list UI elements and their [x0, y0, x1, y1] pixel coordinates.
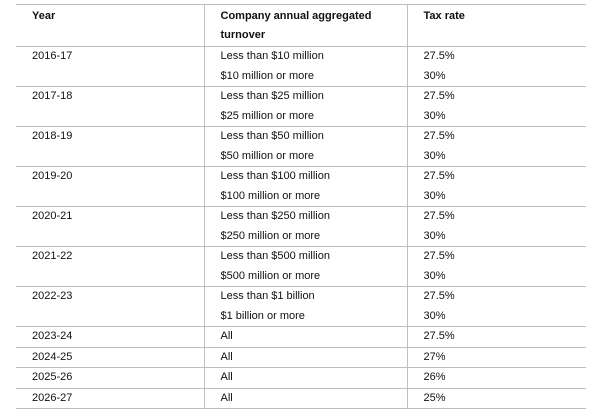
- cell-tax-rate: 27.5% 30%: [406, 126, 586, 167]
- cell-year: 2020-21: [16, 206, 204, 247]
- turnover-text: Less than $500 million: [220, 250, 330, 262]
- rate-text: 27.5%: [423, 90, 455, 102]
- cell-turnover: Less than $10 million $10 million or more: [203, 46, 407, 87]
- rate-text: 26%: [423, 371, 446, 383]
- cell-year: 2021-22: [16, 246, 204, 287]
- cell-tax-rate: 27.5%: [406, 326, 586, 348]
- table-row: 2025-26 All 26%: [16, 367, 586, 389]
- turnover-text: $100 million or more: [220, 189, 321, 202]
- cell-turnover: All: [203, 326, 407, 348]
- rate-text: 27.5%: [423, 130, 455, 142]
- rate-text: 27.5%: [423, 210, 455, 222]
- year-text: 2020-21: [32, 210, 73, 222]
- table-header: Year Company annual aggregated turnover …: [16, 4, 586, 47]
- cell-year: 2022-23: [16, 286, 204, 327]
- table-row: 2016-17 Less than $10 million $10 million…: [16, 46, 586, 87]
- turnover-text: $10 million or more: [220, 69, 315, 82]
- year-text: 2025-26: [32, 371, 73, 383]
- turnover-text: All: [220, 391, 233, 404]
- tax-rate-table: Year Company annual aggregated turnover …: [16, 4, 586, 409]
- cell-year: 2023-24: [16, 326, 204, 348]
- turnover-text: Less than $50 million: [220, 130, 324, 142]
- turnover-text: All: [220, 330, 233, 342]
- header-tax-rate: Tax rate: [406, 4, 586, 47]
- rate-text: 25%: [423, 391, 446, 404]
- rate-text: 27.5%: [423, 170, 455, 182]
- year-text: 2019-20: [32, 170, 73, 182]
- year-text: 2023-24: [32, 330, 73, 342]
- cell-tax-rate: 27.5% 30%: [406, 286, 586, 327]
- year-text: 2021-22: [32, 250, 73, 262]
- turnover-text: Less than $250 million: [220, 210, 330, 222]
- rate-text: 27.5%: [423, 330, 455, 342]
- rate-text: 30%: [423, 309, 446, 322]
- cell-tax-rate: 27.5% 30%: [406, 86, 586, 127]
- table-row: 2024-25 All 27%: [16, 346, 586, 368]
- turnover-text: Less than $10 million: [220, 50, 324, 62]
- year-text: 2022-23: [32, 290, 73, 302]
- cell-tax-rate: 25%: [406, 387, 586, 409]
- rate-text: 27.5%: [423, 250, 455, 262]
- header-row: Year Company annual aggregated turnover …: [16, 4, 586, 47]
- cell-tax-rate: 27.5% 30%: [406, 46, 586, 87]
- year-text: 2024-25: [32, 350, 73, 363]
- table-row: 2022-23 Less than $1 billion $1 billion o…: [16, 286, 586, 327]
- table-body: 2016-17 Less than $10 million $10 million…: [16, 46, 586, 409]
- rate-text: 30%: [423, 109, 446, 122]
- cell-year: 2017-18: [16, 86, 204, 127]
- header-year: Year: [16, 4, 204, 47]
- year-text: 2016-17: [32, 50, 73, 62]
- cell-tax-rate: 26%: [406, 367, 586, 389]
- cell-turnover: All: [203, 387, 407, 409]
- turnover-text: $250 million or more: [220, 229, 321, 242]
- rate-text: 27.5%: [423, 50, 455, 62]
- cell-turnover: All: [203, 346, 407, 368]
- year-text: 2026-27: [32, 391, 73, 404]
- year-text: 2017-18: [32, 90, 73, 102]
- cell-turnover: Less than $25 million $25 million or more: [203, 86, 407, 127]
- table-row: 2020-21 Less than $250 million $250 milli…: [16, 206, 586, 247]
- cell-tax-rate: 27%: [406, 346, 586, 368]
- cell-tax-rate: 27.5% 30%: [406, 246, 586, 287]
- tax-rate-table-container: Year Company annual aggregated turnover …: [16, 4, 586, 409]
- turnover-text: $500 million or more: [220, 269, 321, 282]
- turnover-text: All: [220, 350, 233, 363]
- rate-text: 30%: [423, 269, 446, 282]
- turnover-text: All: [220, 371, 233, 383]
- cell-year: 2026-27: [16, 387, 204, 409]
- cell-turnover: Less than $500 million $500 million or mo…: [203, 246, 407, 287]
- cell-year: 2018-19: [16, 126, 204, 167]
- turnover-text: $25 million or more: [220, 109, 315, 122]
- rate-text: 30%: [423, 189, 446, 202]
- cell-tax-rate: 27.5% 30%: [406, 166, 586, 207]
- cell-turnover: Less than $50 million $50 million or more: [203, 126, 407, 167]
- rate-text: 30%: [423, 229, 446, 242]
- cell-tax-rate: 27.5% 30%: [406, 206, 586, 247]
- cell-year: 2025-26: [16, 367, 204, 389]
- table-row: 2017-18 Less than $25 million $25 million…: [16, 86, 586, 127]
- cell-turnover: Less than $250 million $250 million or mo…: [203, 206, 407, 247]
- rate-text: 30%: [423, 69, 446, 82]
- table-row: 2019-20 Less than $100 million $100 milli…: [16, 166, 586, 207]
- cell-turnover: All: [203, 367, 407, 389]
- rate-text: 27%: [423, 350, 446, 363]
- cell-year: 2016-17: [16, 46, 204, 87]
- header-turnover: Company annual aggregated turnover: [203, 4, 407, 47]
- table-row: 2023-24 All 27.5%: [16, 326, 586, 348]
- cell-year: 2019-20: [16, 166, 204, 207]
- rate-text: 27.5%: [423, 290, 455, 302]
- table-row: 2018-19 Less than $50 million $50 million…: [16, 126, 586, 167]
- table-row: 2021-22 Less than $500 million $500 milli…: [16, 246, 586, 287]
- turnover-text: Less than $1 billion: [220, 290, 315, 302]
- table-row: 2026-27 All 25%: [16, 387, 586, 409]
- turnover-text: Less than $100 million: [220, 170, 330, 182]
- turnover-text: $50 million or more: [220, 149, 315, 162]
- cell-turnover: Less than $1 billion $1 billion or more: [203, 286, 407, 327]
- turnover-text: $1 billion or more: [220, 309, 305, 322]
- cell-year: 2024-25: [16, 346, 204, 368]
- year-text: 2018-19: [32, 130, 73, 142]
- turnover-text: Less than $25 million: [220, 90, 324, 102]
- rate-text: 30%: [423, 149, 446, 162]
- cell-turnover: Less than $100 million $100 million or mo…: [203, 166, 407, 207]
